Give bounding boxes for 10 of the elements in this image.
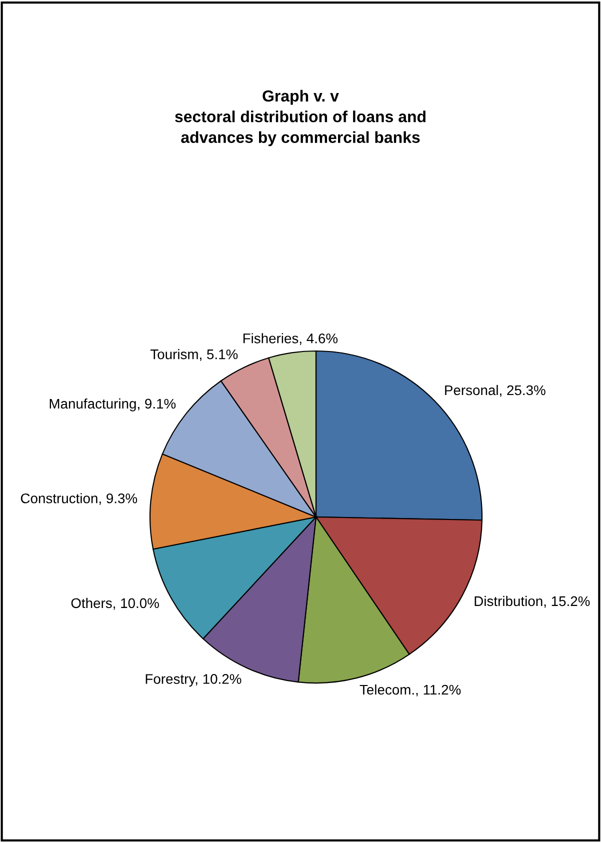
slice-label: Personal, 25.3%	[445, 384, 546, 397]
chart-title: Graph v. v sectoral distribution of loans and advances by commercial banks	[175, 90, 426, 146]
slice-label: Telecom., 11.2%	[360, 684, 461, 696]
slice-label: Distribution, 15.2%	[474, 596, 590, 608]
slice-label: Construction, 9.3%	[20, 493, 138, 505]
slice-label: Manufacturing, 9.1%	[50, 398, 176, 412]
slice-label: Tourism, 5.1%	[150, 349, 238, 361]
slice-label: Fisheries, 4.6%	[243, 333, 338, 345]
slice-label: Forestry, 10.2%	[146, 674, 242, 687]
slice-label: Others, 10.0%	[71, 598, 159, 610]
